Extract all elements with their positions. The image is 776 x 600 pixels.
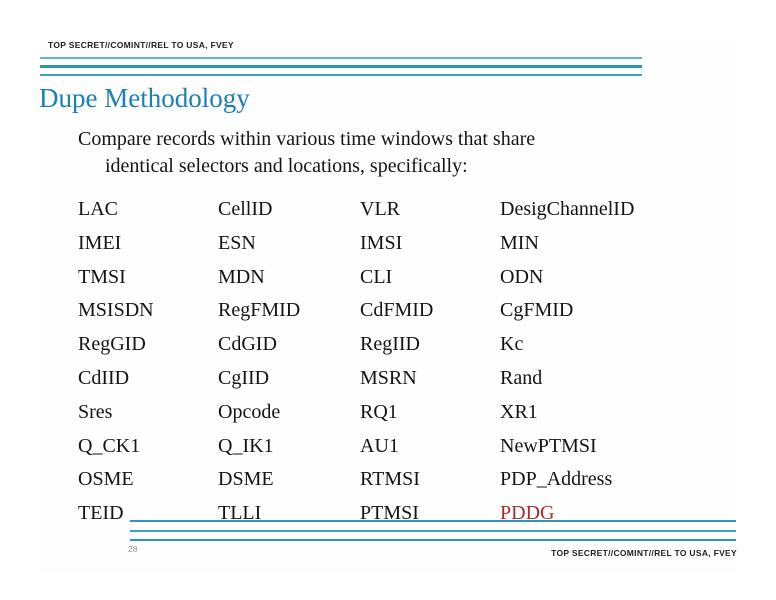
selector-cell: DesigChannelID: [500, 198, 635, 220]
selector-cell: CellID: [218, 198, 273, 220]
selector-cell: XR1: [500, 400, 538, 423]
slide-title: Dupe Methodology: [39, 83, 250, 113]
selector-cell: NewPTMSI: [500, 434, 597, 457]
selector-cell: MSISDN: [78, 299, 154, 322]
selector-cell: CgIID: [218, 366, 270, 389]
selector-cell: RQ1: [360, 400, 398, 423]
presentation-slide: TOP SECRET//COMINT//REL TO USA, FVEY Dup…: [36, 36, 740, 573]
selector-cell: OSME: [78, 468, 134, 491]
selector-cell: Q_IK1: [218, 434, 274, 457]
selector-cell: TEID: [78, 502, 124, 525]
selector-cell: PDP_Address: [500, 468, 613, 491]
selector-cell: LAC: [78, 198, 118, 220]
selector-cell: RegGID: [78, 333, 146, 356]
selector-cell-highlighted: PDDG: [500, 502, 555, 525]
selector-cell: RegFMID: [218, 299, 301, 322]
selector-cell: RTMSI: [360, 468, 420, 491]
selector-cell: Rand: [500, 366, 543, 389]
selector-cell: MDN: [218, 265, 265, 288]
selector-cell: Q_CK1: [78, 434, 141, 457]
classification-banner-top: TOP SECRET//COMINT//REL TO USA, FVEY: [48, 40, 234, 50]
selector-cell: TMSI: [78, 265, 126, 288]
selector-cell: TLLI: [218, 502, 262, 525]
intro-text-line-2: identical selectors and locations, speci…: [105, 155, 468, 177]
selector-grid: LAC CellID VLR DesigChannelID IMEI ESN IMSI MIN…: [78, 193, 718, 531]
header-rule-thick: [40, 65, 642, 68]
selector-cell: CdFMID: [360, 299, 434, 322]
selector-cell: CLI: [360, 265, 393, 288]
classification-banner-bottom: TOP SECRET//COMINT//REL TO USA, FVEY: [551, 548, 737, 558]
selector-cell: IMEI: [78, 231, 122, 254]
selector-cell: Sres: [78, 400, 113, 423]
selector-cell: RegIID: [360, 333, 420, 356]
header-rule-thin-top: [40, 57, 642, 59]
selector-cell: ESN: [218, 231, 256, 254]
selector-cell: CgFMID: [500, 299, 574, 322]
selector-cell: DSME: [218, 468, 274, 491]
footer-rule-top: [130, 520, 736, 522]
footer-rule-middle: [130, 530, 736, 532]
selector-cell: Kc: [500, 333, 524, 356]
selector-cell: MIN: [500, 231, 539, 254]
intro-text-line-1: Compare records within various time wind…: [78, 128, 536, 150]
selector-cell: CdIID: [78, 366, 130, 389]
selector-cell: CdGID: [218, 333, 277, 356]
selector-cell: IMSI: [360, 231, 403, 254]
selector-cell: Opcode: [218, 400, 281, 423]
selector-cell: AU1: [360, 434, 399, 457]
selector-cell: MSRN: [360, 366, 417, 389]
selector-cell: ODN: [500, 265, 544, 288]
selector-cell: PTMSI: [360, 502, 419, 525]
selector-cell: VLR: [360, 198, 400, 220]
page-number: 28: [128, 544, 138, 554]
header-rule-thin-bottom: [40, 74, 642, 76]
footer-rule-bottom: [130, 539, 736, 541]
